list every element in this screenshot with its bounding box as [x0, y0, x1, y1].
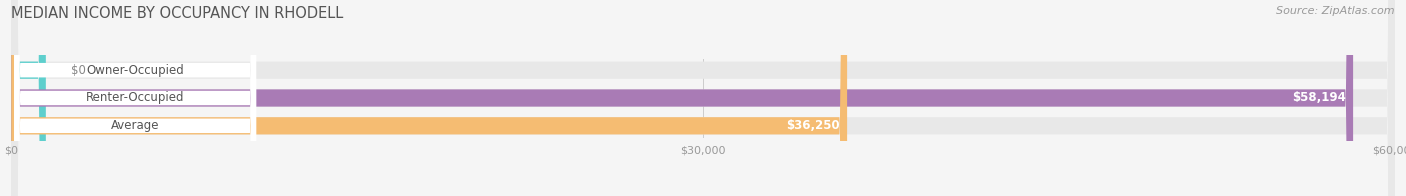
Text: $0: $0 [70, 64, 86, 77]
Text: $58,194: $58,194 [1292, 92, 1346, 104]
Text: Source: ZipAtlas.com: Source: ZipAtlas.com [1277, 6, 1395, 16]
FancyBboxPatch shape [11, 0, 1353, 196]
FancyBboxPatch shape [11, 0, 1395, 196]
Text: MEDIAN INCOME BY OCCUPANCY IN RHODELL: MEDIAN INCOME BY OCCUPANCY IN RHODELL [11, 6, 343, 21]
Text: Average: Average [111, 119, 159, 132]
FancyBboxPatch shape [11, 0, 1395, 196]
FancyBboxPatch shape [14, 0, 256, 196]
Text: Owner-Occupied: Owner-Occupied [86, 64, 184, 77]
FancyBboxPatch shape [11, 0, 1395, 196]
FancyBboxPatch shape [14, 0, 256, 196]
Text: Renter-Occupied: Renter-Occupied [86, 92, 184, 104]
Text: $36,250: $36,250 [786, 119, 841, 132]
FancyBboxPatch shape [11, 0, 846, 196]
FancyBboxPatch shape [14, 0, 256, 196]
FancyBboxPatch shape [11, 0, 46, 196]
